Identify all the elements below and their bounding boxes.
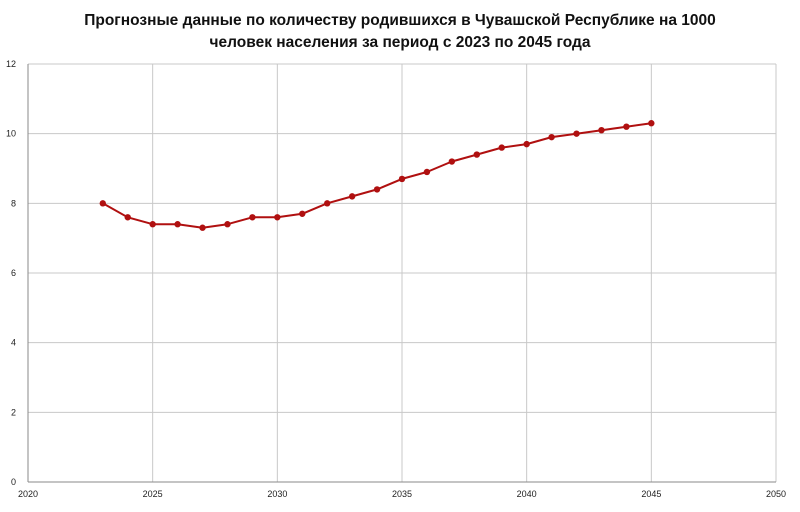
y-tick-label: 10 (6, 129, 16, 139)
x-tick-label: 2045 (641, 489, 661, 499)
data-point (598, 126, 605, 134)
data-point (523, 140, 530, 148)
data-point (99, 200, 107, 207)
y-tick-label: 8 (11, 198, 16, 208)
data-point (648, 120, 655, 127)
plot-area (99, 120, 655, 231)
data-point (573, 130, 580, 137)
grid (28, 63, 777, 482)
data-point (548, 133, 555, 141)
data-point (299, 210, 306, 217)
data-point (224, 221, 231, 228)
data-point (448, 158, 456, 165)
data-point (174, 221, 181, 228)
data-point (324, 200, 331, 207)
data-point (199, 224, 206, 231)
tick-labels: 0 2 4 6 8 10 12 2020 2025 2030 2035 2040 2045 2050 (6, 59, 786, 499)
x-tick-label: 2025 (143, 489, 163, 499)
y-tick-label: 0 (11, 477, 16, 487)
x-tick-label: 2035 (392, 489, 412, 499)
chart-title-line-2: человек населения за период с 2023 по 20… (209, 34, 591, 51)
chart-title: Прогнозные данные по количеству родивших… (0, 10, 800, 54)
data-point (348, 193, 356, 200)
chart-title-line-1: Прогнозные данные по количеству родивших… (84, 12, 716, 29)
y-tick-label: 2 (11, 407, 16, 417)
data-point (149, 221, 156, 228)
data-point (373, 186, 381, 193)
data-point (423, 168, 431, 176)
data-point (498, 144, 505, 151)
data-point (124, 214, 131, 221)
data-point (473, 151, 480, 158)
data-point (623, 123, 630, 130)
x-tick-label: 2030 (267, 489, 287, 499)
axes (27, 64, 776, 483)
y-tick-label: 12 (6, 59, 16, 69)
x-tick-label: 2050 (766, 489, 786, 499)
series-line (102, 122, 652, 229)
x-tick-label: 2040 (517, 489, 537, 499)
data-point (249, 214, 256, 221)
data-point (398, 175, 406, 183)
x-tick-label: 2020 (18, 489, 38, 499)
y-tick-label: 4 (11, 338, 16, 348)
data-point (274, 214, 281, 221)
y-tick-label: 6 (11, 268, 16, 278)
